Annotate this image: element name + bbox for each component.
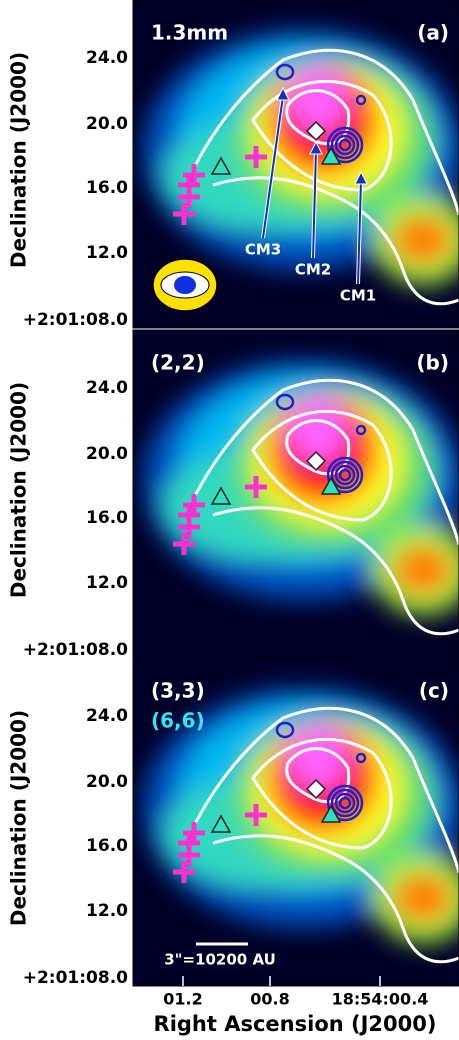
y-tick-label: 12.0 — [86, 901, 128, 921]
panel: (2,2) (b) — [133, 330, 459, 658]
map — [133, 658, 459, 986]
y-tick-label: 20.0 — [86, 772, 128, 792]
panel-tag: (a) — [417, 21, 449, 45]
y-tick-label: 16.0 — [86, 508, 128, 528]
scale-label: 3"=10200 AU — [164, 951, 276, 969]
y-tick-label: +2:01:08.0 — [23, 968, 128, 988]
y-tick-label: 24.0 — [86, 706, 128, 726]
annotation: CM2 — [295, 261, 331, 279]
panel-label: (6,6) — [151, 709, 205, 733]
y-tick-label: 16.0 — [86, 178, 128, 198]
map-image — [133, 330, 459, 658]
panel-label: (2,2) — [151, 351, 205, 375]
figure: Declination (J2000) Right Ascension (J20… — [0, 0, 459, 1040]
x-tick-label: 00.8 — [250, 990, 289, 1009]
map — [133, 330, 459, 658]
y-tick-label: +2:01:08.0 — [23, 310, 128, 330]
panel: 1.3mm (a) CM3 CM2 CM1 — [133, 0, 459, 328]
annotation: CM3 — [245, 241, 281, 259]
y-tick-label: 12.0 — [86, 243, 128, 263]
y-tick-label: 24.0 — [86, 378, 128, 398]
y-axis-label: Declination (J2000) — [7, 382, 31, 598]
panel-label: 1.3mm — [151, 21, 228, 45]
panel-label: (3,3) — [151, 679, 205, 703]
beam — [174, 276, 196, 294]
eye — [153, 259, 217, 311]
y-tick-label: +2:01:08.0 — [23, 640, 128, 660]
y-tick-label: 20.0 — [86, 444, 128, 464]
y-tick-label: 20.0 — [86, 114, 128, 134]
y-axis-label: Declination (J2000) — [7, 710, 31, 926]
annotation: CM1 — [340, 287, 376, 305]
x-tick-label: 01.2 — [163, 990, 202, 1009]
y-tick-label: 12.0 — [86, 573, 128, 593]
x-tick-label: 18:54:00.4 — [332, 990, 429, 1009]
panel-tag: (c) — [419, 679, 449, 703]
panel: (3,3) (6,6) (c) — [133, 658, 459, 986]
map-image — [133, 658, 459, 986]
x-axis-label: Right Ascension (J2000) — [154, 1012, 437, 1036]
panel-tag: (b) — [416, 351, 449, 375]
y-tick-label: 24.0 — [86, 48, 128, 68]
y-axis-label: Declination (J2000) — [7, 52, 31, 268]
y-tick-label: 16.0 — [86, 836, 128, 856]
